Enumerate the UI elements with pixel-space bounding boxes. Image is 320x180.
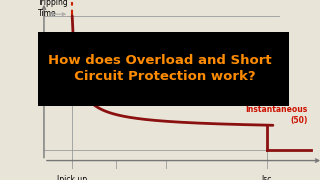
Text: Tripping
Time: Tripping Time xyxy=(38,0,68,18)
Text: IDMT Curve (51): IDMT Curve (51) xyxy=(125,64,208,73)
FancyBboxPatch shape xyxy=(38,32,289,106)
Text: Instantaneous
(50): Instantaneous (50) xyxy=(245,105,308,125)
Text: Isc: Isc xyxy=(261,175,272,180)
Text: Ipick up: Ipick up xyxy=(57,175,87,180)
Text: How does Overload and Short
  Circuit Protection work?: How does Overload and Short Circuit Prot… xyxy=(48,54,272,83)
